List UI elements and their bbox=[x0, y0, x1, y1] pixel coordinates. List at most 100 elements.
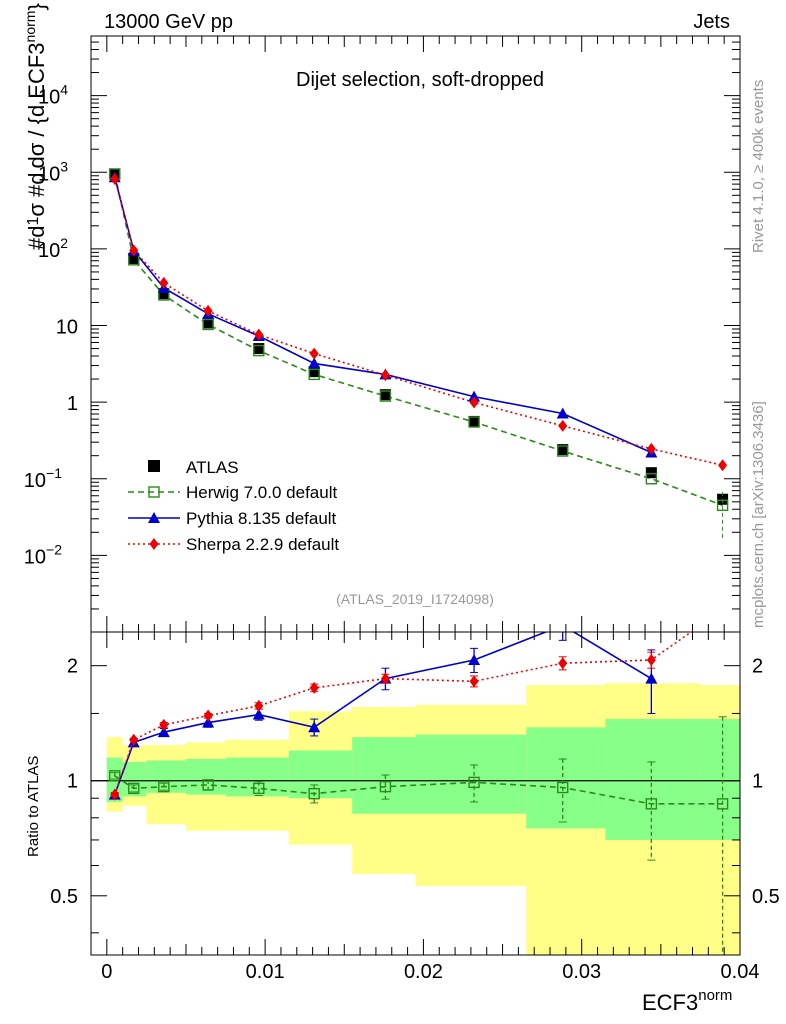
legend-marker-2 bbox=[149, 538, 159, 550]
y-tick-label: 103 bbox=[38, 158, 68, 185]
legend-label-0: Herwig 7.0.0 default bbox=[186, 483, 337, 502]
series-point-2 bbox=[203, 304, 213, 317]
ratio-point-2 bbox=[380, 672, 390, 685]
ratio-point-1 bbox=[645, 672, 658, 684]
series-point-0 bbox=[468, 416, 480, 428]
series-line-1 bbox=[113, 177, 652, 454]
ratio-point-2 bbox=[558, 657, 568, 670]
ratio-point-2 bbox=[718, 604, 727, 616]
stat-band bbox=[122, 761, 147, 797]
legend-label-1: Pythia 8.135 default bbox=[186, 509, 337, 528]
y-axis-label-ratio: Ratio to ATLAS bbox=[25, 756, 42, 857]
y-label-text: #d1σ#ddσ / {d ECF3norm} bbox=[22, 3, 49, 250]
series-point-0 bbox=[308, 368, 320, 381]
legend: ATLAS Herwig 7.0.0 default Pythia 8.135 de… bbox=[128, 458, 339, 554]
y-tick-exponent: 4 bbox=[60, 82, 68, 98]
y-tick-label: 102 bbox=[38, 235, 68, 262]
stat-band bbox=[225, 757, 289, 797]
series-point-2 bbox=[129, 244, 139, 257]
y-tick-label: 104 bbox=[38, 82, 68, 109]
series-line-0 bbox=[113, 173, 723, 507]
stat-band bbox=[605, 719, 701, 840]
y-tick-exponent: −1 bbox=[46, 465, 62, 481]
top-series bbox=[108, 168, 729, 541]
y-tick-exponent: −2 bbox=[46, 541, 62, 557]
series-point-2 bbox=[380, 369, 390, 382]
ratio-point-0 bbox=[128, 782, 140, 795]
ratio-y-tick-label: 0.5 bbox=[50, 886, 78, 908]
ratio-point-2 bbox=[129, 733, 139, 746]
header-right: Jets bbox=[693, 11, 730, 33]
series-point-2 bbox=[469, 396, 479, 409]
ratio-y-tick-label-right: 1 bbox=[752, 771, 763, 793]
stat-band bbox=[106, 757, 123, 802]
ratio-point-1 bbox=[202, 716, 215, 728]
legend-marker-0 bbox=[148, 486, 160, 498]
series-point-0 bbox=[645, 473, 658, 485]
x-tick-label: 0.02 bbox=[404, 961, 443, 983]
series-point-2 bbox=[110, 172, 120, 185]
ratio-point-0 bbox=[716, 798, 729, 810]
data-point bbox=[379, 389, 391, 401]
ratio-point-1 bbox=[157, 726, 170, 738]
stat-band bbox=[415, 734, 527, 814]
x-tick-label: 0 bbox=[101, 961, 112, 983]
data-point bbox=[128, 252, 140, 264]
ratio-point-0 bbox=[379, 780, 392, 793]
ratio-point-2 bbox=[254, 699, 264, 712]
data-point bbox=[158, 288, 170, 300]
series-point-2 bbox=[646, 442, 656, 455]
stat-band bbox=[700, 719, 740, 840]
data-point bbox=[557, 444, 569, 456]
data-point bbox=[253, 343, 265, 355]
x-tick-label: 0.01 bbox=[246, 961, 285, 983]
ratio-point-0 bbox=[308, 787, 320, 800]
x-tick-label: 0.03 bbox=[562, 961, 601, 983]
x-axis-label-sup: norm bbox=[698, 987, 732, 1004]
series-point-2 bbox=[558, 419, 568, 432]
ratio-point-1 bbox=[308, 721, 321, 733]
ratio-series-group bbox=[108, 604, 729, 955]
series-point-2 bbox=[309, 347, 319, 360]
ratio-line-1 bbox=[113, 632, 652, 795]
series-point-1 bbox=[556, 407, 569, 419]
rivet-label: Rivet 4.1.0, ≥ 400k events bbox=[750, 80, 767, 253]
ratio-axes: 0 0.01 0.02 0.03 0.04 0.5 0.5 1 1 2 2 bbox=[50, 631, 780, 983]
legend-label-2: Sherpa 2.2.9 default bbox=[186, 535, 339, 554]
data-point bbox=[202, 317, 214, 329]
y-tick-label: 10−1 bbox=[24, 465, 62, 492]
x-tick-label: 0.04 bbox=[721, 961, 760, 983]
legend-marker-1 bbox=[148, 512, 160, 523]
ratio-point-2 bbox=[309, 681, 319, 694]
stat-band bbox=[185, 758, 226, 795]
y-tick-exponent: 2 bbox=[60, 235, 68, 251]
y-tick-label: 1 bbox=[67, 393, 78, 415]
data-point bbox=[645, 467, 657, 479]
ratio-point-2 bbox=[110, 788, 120, 801]
series-point-2 bbox=[718, 459, 728, 472]
series-point-0 bbox=[253, 344, 265, 357]
y-tick-exponent: 3 bbox=[60, 158, 68, 174]
ratio-point-1 bbox=[557, 619, 569, 630]
ratio-y-tick-label-right: 0.5 bbox=[752, 886, 780, 908]
legend-label-data: ATLAS bbox=[186, 458, 239, 477]
ratio-series bbox=[108, 604, 729, 955]
ratio-y-tick-label: 2 bbox=[67, 656, 78, 678]
y-tick-label: 10−2 bbox=[24, 541, 62, 568]
ratio-point-0 bbox=[468, 776, 480, 789]
data-point bbox=[468, 415, 480, 427]
ratio-point-0 bbox=[557, 781, 569, 794]
mcplots-label: mcplots.cern.ch [arXiv:1306.3436] bbox=[750, 401, 767, 628]
series-point-2 bbox=[159, 276, 169, 289]
legend-marker-data bbox=[148, 460, 160, 472]
data-point bbox=[308, 366, 320, 378]
ratio-band-group bbox=[106, 683, 740, 955]
ratio-point-2 bbox=[203, 709, 213, 722]
series-point-0 bbox=[557, 445, 569, 457]
series-point-1 bbox=[468, 390, 481, 402]
y-tick-label: 10 bbox=[56, 317, 78, 339]
stat-band bbox=[526, 727, 606, 829]
ratio-point-0 bbox=[109, 770, 121, 782]
ratio-point-0 bbox=[645, 798, 658, 810]
